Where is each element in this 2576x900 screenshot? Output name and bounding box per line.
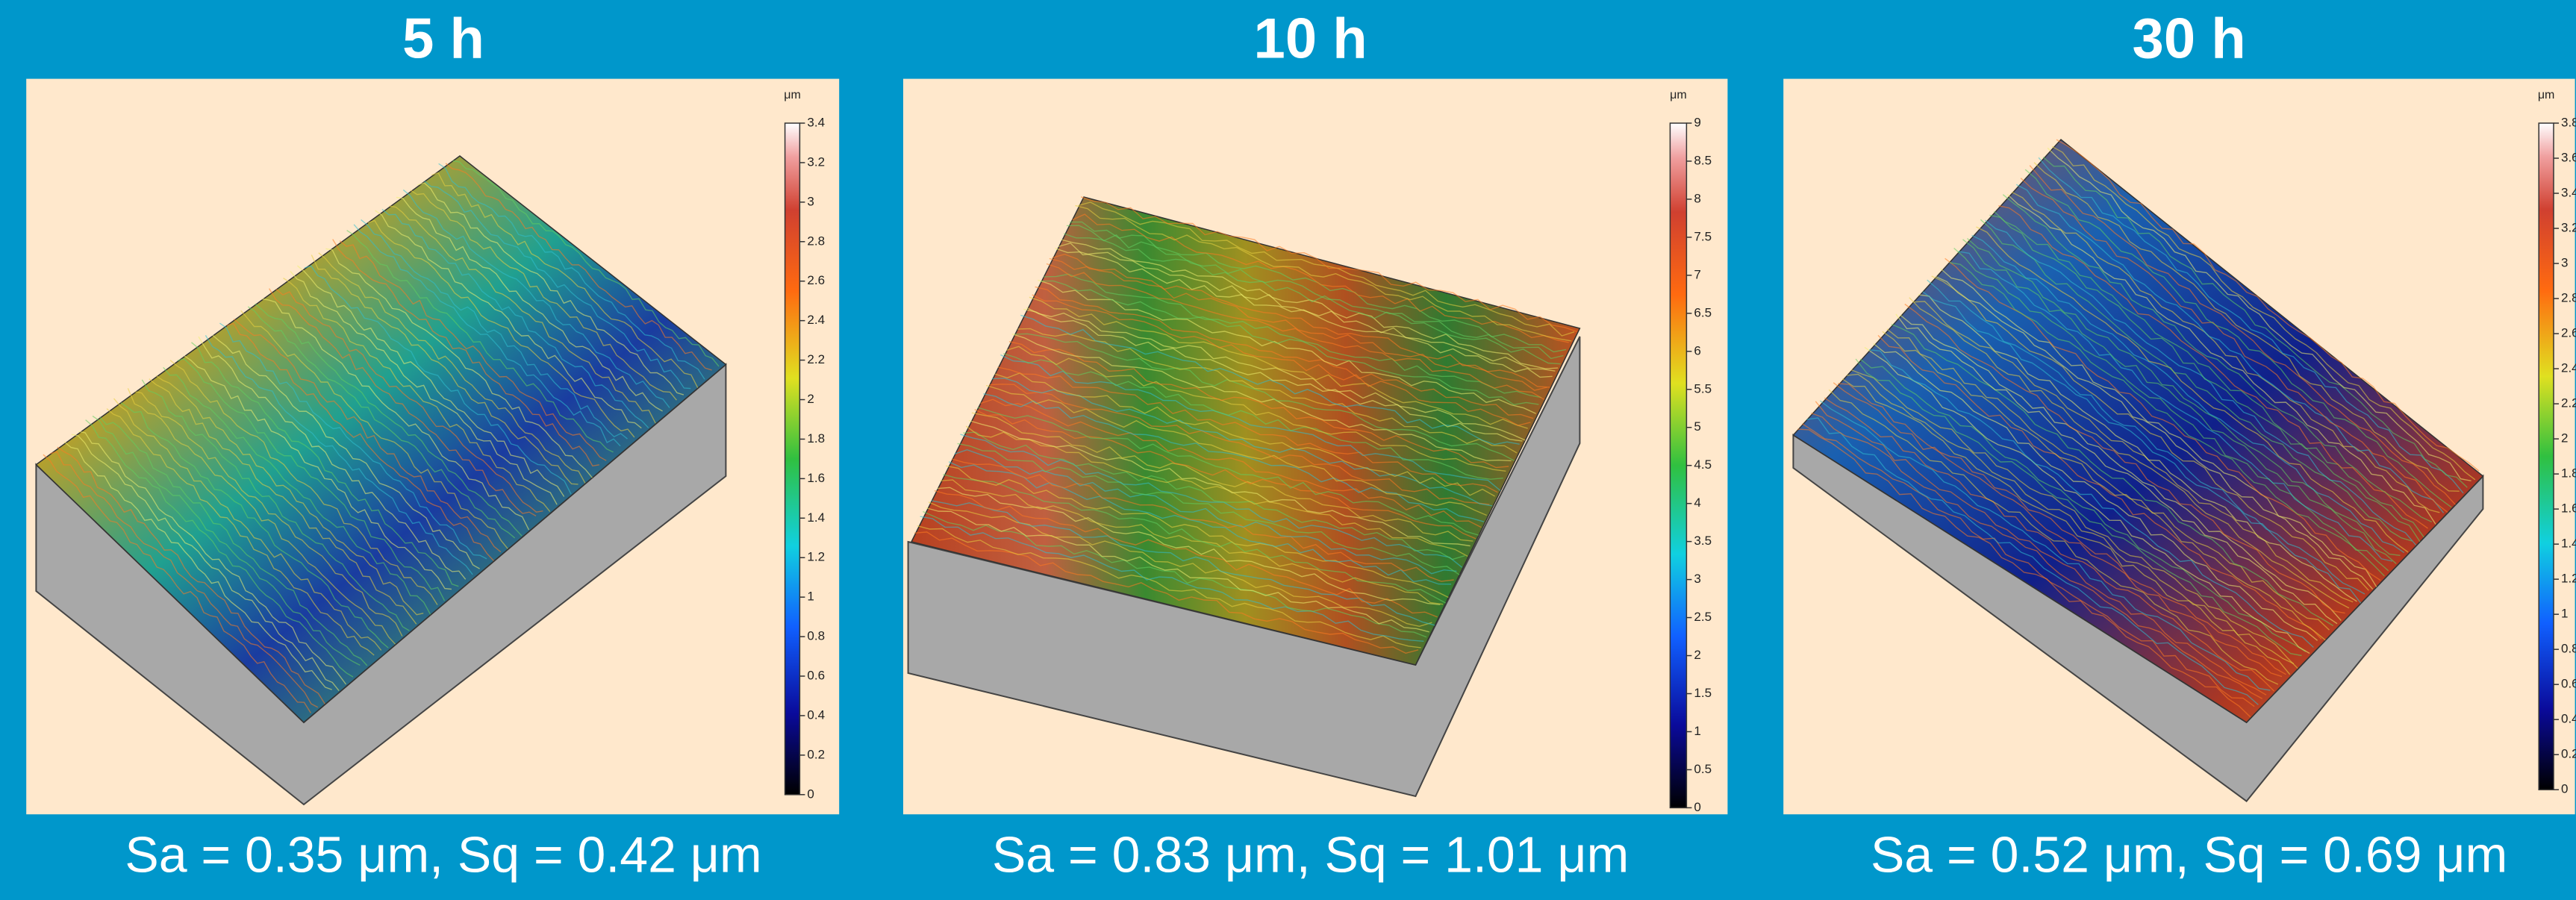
colorbar-tick-label: 0.4: [2561, 712, 2576, 726]
colorbar-tick-label: 2.4: [2561, 361, 2576, 375]
colorbar-tick-label: 0.8: [807, 629, 825, 643]
colorbar-tick-label: 2.4: [807, 313, 825, 327]
colorbar-tick-label: 1: [807, 590, 814, 604]
panel: 10 h μm 0 0.5 1 1.5 2 2.5 3 3.5 4 4.5 5 5.5 6 6.5 7 7.5 8 8…: [903, 7, 1727, 883]
colorbar-tick-label: 5.5: [1694, 381, 1712, 396]
colorbar-tick-label: 2.2: [807, 352, 825, 366]
colorbar-tick-label: 2.8: [807, 234, 825, 248]
colorbar-tick-label: 0.4: [807, 707, 825, 722]
colorbar-tick-label: 0.6: [807, 668, 825, 682]
colorbar-tick-label: 5: [1694, 419, 1700, 434]
colorbar-tick-label: 6: [1694, 343, 1700, 357]
colorbar-tick-label: 9: [1694, 115, 1700, 129]
figure: 5 h μm 0 0.2 0.4 0.6 0.8 1 1.2 1.4 1.6 1.8 2 2.2 2.4 2.…: [0, 0, 2576, 900]
caption: Sa = 0.35 μm, Sq = 0.42 μm: [125, 827, 761, 884]
colorbar-tick-label: 2.5: [1694, 610, 1712, 624]
colorbar-tick-label: 0.8: [2561, 642, 2576, 656]
colorbar-tick-label: 3.2: [807, 154, 825, 169]
colorbar: [1670, 123, 1686, 807]
panel-title: 30 h: [2133, 7, 2246, 70]
panel-title: 10 h: [1254, 7, 1367, 70]
colorbar-tick-label: 7.5: [1694, 229, 1712, 243]
colorbar-tick-label: 0: [2561, 782, 2568, 796]
colorbar-tick-label: 3: [1694, 572, 1700, 586]
colorbar-tick-label: 2.2: [2561, 396, 2576, 410]
colorbar-tick-label: 1.6: [2561, 501, 2576, 516]
colorbar-tick-label: 1: [1694, 724, 1700, 738]
colorbar-tick-label: 1: [2561, 607, 2568, 621]
colorbar-tick-label: 1.8: [807, 431, 825, 446]
colorbar-tick-label: 3.2: [2561, 221, 2576, 235]
colorbar-unit: μm: [2538, 89, 2555, 101]
colorbar-tick-label: 3.6: [2561, 150, 2576, 164]
colorbar-tick-label: 2: [807, 392, 814, 406]
colorbar-tick-label: 3.4: [2561, 186, 2576, 200]
colorbar-tick-label: 0: [807, 787, 814, 801]
page: {"panels": [ {"title": "5 h", "unit": "μ…: [0, 0, 2576, 900]
colorbar-tick-label: 3: [807, 194, 814, 208]
colorbar-tick-label: 0.2: [2561, 747, 2576, 761]
colorbar-tick-label: 0.5: [1694, 762, 1712, 776]
colorbar-tick-label: 1.5: [1694, 686, 1712, 700]
panel: 30 h μm 0 0.2 0.4 0.6 0.8 1 1.2 1.4 1.6 1.8 2 2.2 2.4 2…: [1783, 7, 2576, 883]
caption: Sa = 0.52 μm, Sq = 0.69 μm: [1871, 827, 2507, 884]
caption: Sa = 0.83 μm, Sq = 1.01 μm: [992, 827, 1629, 884]
colorbar-tick-label: 1.4: [807, 510, 825, 525]
colorbar-tick-label: 2: [1694, 648, 1700, 662]
colorbar-tick-label: 0: [1694, 800, 1700, 814]
colorbar-tick-label: 6.5: [1694, 305, 1712, 319]
colorbar-tick-label: 3.8: [2561, 115, 2576, 129]
colorbar-tick-label: 8.5: [1694, 153, 1712, 167]
panel-title: 5 h: [402, 7, 484, 70]
colorbar-unit: μm: [784, 89, 801, 101]
colorbar-tick-label: 2.6: [807, 273, 825, 287]
colorbar-tick-label: 2: [2561, 431, 2568, 446]
colorbar-tick-label: 4.5: [1694, 457, 1712, 472]
colorbar-tick-label: 1.8: [2561, 466, 2576, 481]
colorbar-tick-label: 3.4: [807, 115, 825, 129]
colorbar-tick-label: 2.6: [2561, 326, 2576, 340]
colorbar-tick-label: 1.2: [807, 550, 825, 564]
colorbar-tick-label: 1.2: [2561, 572, 2576, 586]
colorbar-tick-label: 7: [1694, 267, 1700, 281]
colorbar-tick-label: 0.2: [807, 747, 825, 761]
colorbar: [2539, 123, 2554, 790]
colorbar-tick-label: 4: [1694, 496, 1700, 510]
colorbar-tick-label: 0.6: [2561, 677, 2576, 691]
colorbar-tick-label: 8: [1694, 191, 1700, 205]
colorbar-tick-label: 1.4: [2561, 537, 2576, 551]
colorbar-tick-label: 3: [2561, 256, 2568, 270]
colorbar-tick-label: 1.6: [807, 471, 825, 485]
colorbar: [785, 123, 800, 795]
colorbar-tick-label: 2.8: [2561, 291, 2576, 305]
colorbar-unit: μm: [1670, 89, 1687, 101]
panel: 5 h μm 0 0.2 0.4 0.6 0.8 1 1.2 1.4 1.6 1.8 2 2.2 2.4 2.…: [26, 7, 839, 883]
colorbar-tick-label: 3.5: [1694, 534, 1712, 548]
